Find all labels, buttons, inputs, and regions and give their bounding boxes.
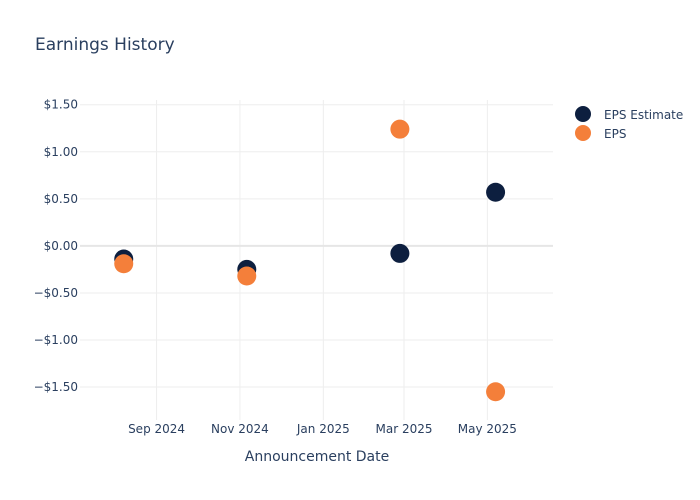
x-tick-label: May 2025 — [458, 422, 517, 436]
y-tick-label: −$1.50 — [34, 380, 78, 394]
x-tick-label: Mar 2025 — [375, 422, 432, 436]
y-tick-label: $0.00 — [44, 239, 78, 253]
point-eps[interactable] — [237, 266, 257, 286]
x-tick-label: Nov 2024 — [211, 422, 269, 436]
data-points — [114, 119, 506, 402]
legend-item-eps-estimate[interactable]: EPS Estimate — [575, 106, 683, 122]
chart-title: Earnings History — [35, 35, 175, 55]
legend-label-eps: EPS — [604, 127, 626, 141]
x-tick-label: Jan 2025 — [296, 422, 350, 436]
point-eps[interactable] — [486, 382, 506, 402]
point-eps-estimate[interactable] — [390, 243, 410, 263]
point-eps-estimate[interactable] — [486, 182, 506, 202]
y-tick-label: $1.00 — [44, 145, 78, 159]
point-eps[interactable] — [114, 254, 134, 274]
legend-swatch-eps — [575, 125, 591, 141]
point-eps[interactable] — [390, 119, 410, 139]
x-axis-title: Announcement Date — [245, 449, 389, 465]
legend: EPS Estimate EPS — [575, 106, 683, 141]
x-axis-ticks: Sep 2024 Nov 2024 Jan 2025 Mar 2025 May 2025 — [128, 422, 517, 436]
y-tick-label: $1.50 — [44, 98, 78, 112]
legend-label-eps-estimate: EPS Estimate — [604, 108, 683, 122]
legend-swatch-eps-estimate — [575, 106, 591, 122]
y-tick-label: −$0.50 — [34, 286, 78, 300]
x-tick-label: Sep 2024 — [128, 422, 185, 436]
legend-item-eps[interactable]: EPS — [575, 125, 626, 141]
grid-layer — [80, 100, 553, 420]
y-axis-ticks: $1.50 $1.00 $0.50 $0.00 −$0.50 −$1.00 −$1.50 — [34, 98, 78, 394]
y-tick-label: $0.50 — [44, 192, 78, 206]
y-tick-label: −$1.00 — [34, 333, 78, 347]
